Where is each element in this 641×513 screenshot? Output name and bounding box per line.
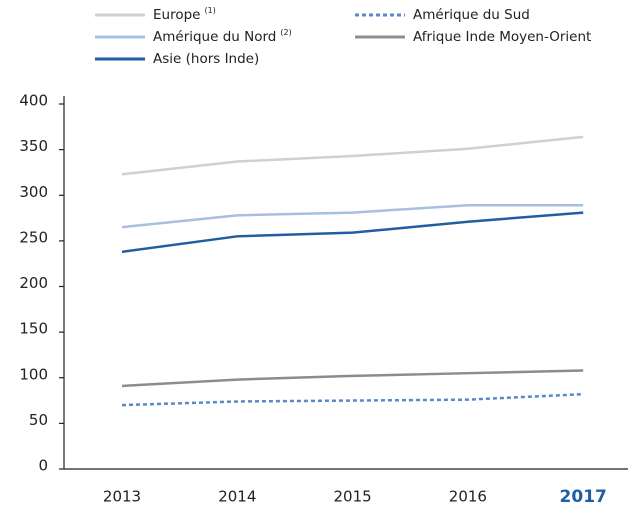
y-tick-label: 250: [19, 228, 48, 246]
series-line: [121, 392, 584, 407]
y-tick-label: 0: [38, 457, 48, 475]
legend-name: Amérique du Nord: [153, 29, 276, 45]
series-line: [121, 204, 584, 229]
legend-name: Europe: [153, 7, 200, 23]
y-tick-label: 300: [19, 183, 48, 201]
series-line: [121, 369, 584, 388]
legend-label: Amérique du Sud: [413, 7, 530, 23]
y-tick-label: 200: [19, 274, 48, 292]
x-tick-label: 2014: [218, 488, 256, 506]
legend-label: Amérique du Nord (2): [153, 28, 292, 46]
y-tick-label: 100: [19, 365, 48, 383]
x-tick-label: 2013: [103, 488, 141, 506]
series-line: [121, 135, 584, 176]
legend-name: Asie (hors Inde): [153, 51, 259, 67]
y-tick-label: 50: [29, 411, 48, 429]
legend-label: Afrique Inde Moyen-Orient: [413, 29, 591, 45]
x-tick-label: 2016: [449, 488, 487, 506]
legend-note: (1): [204, 6, 215, 15]
legend-name: Afrique Inde Moyen-Orient: [413, 29, 591, 45]
x-tick-label: 2017: [560, 487, 607, 507]
y-tick-label: 150: [19, 320, 48, 338]
legend-label: Europe (1): [153, 6, 216, 24]
y-tick-label: 400: [19, 92, 48, 110]
x-tick-label: 2015: [334, 488, 372, 506]
y-tick-label: 350: [19, 137, 48, 155]
legend-note: (2): [280, 28, 291, 37]
legend-label: Asie (hors Inde): [153, 51, 259, 67]
legend-name: Amérique du Sud: [413, 7, 530, 23]
series-line: [121, 211, 584, 254]
